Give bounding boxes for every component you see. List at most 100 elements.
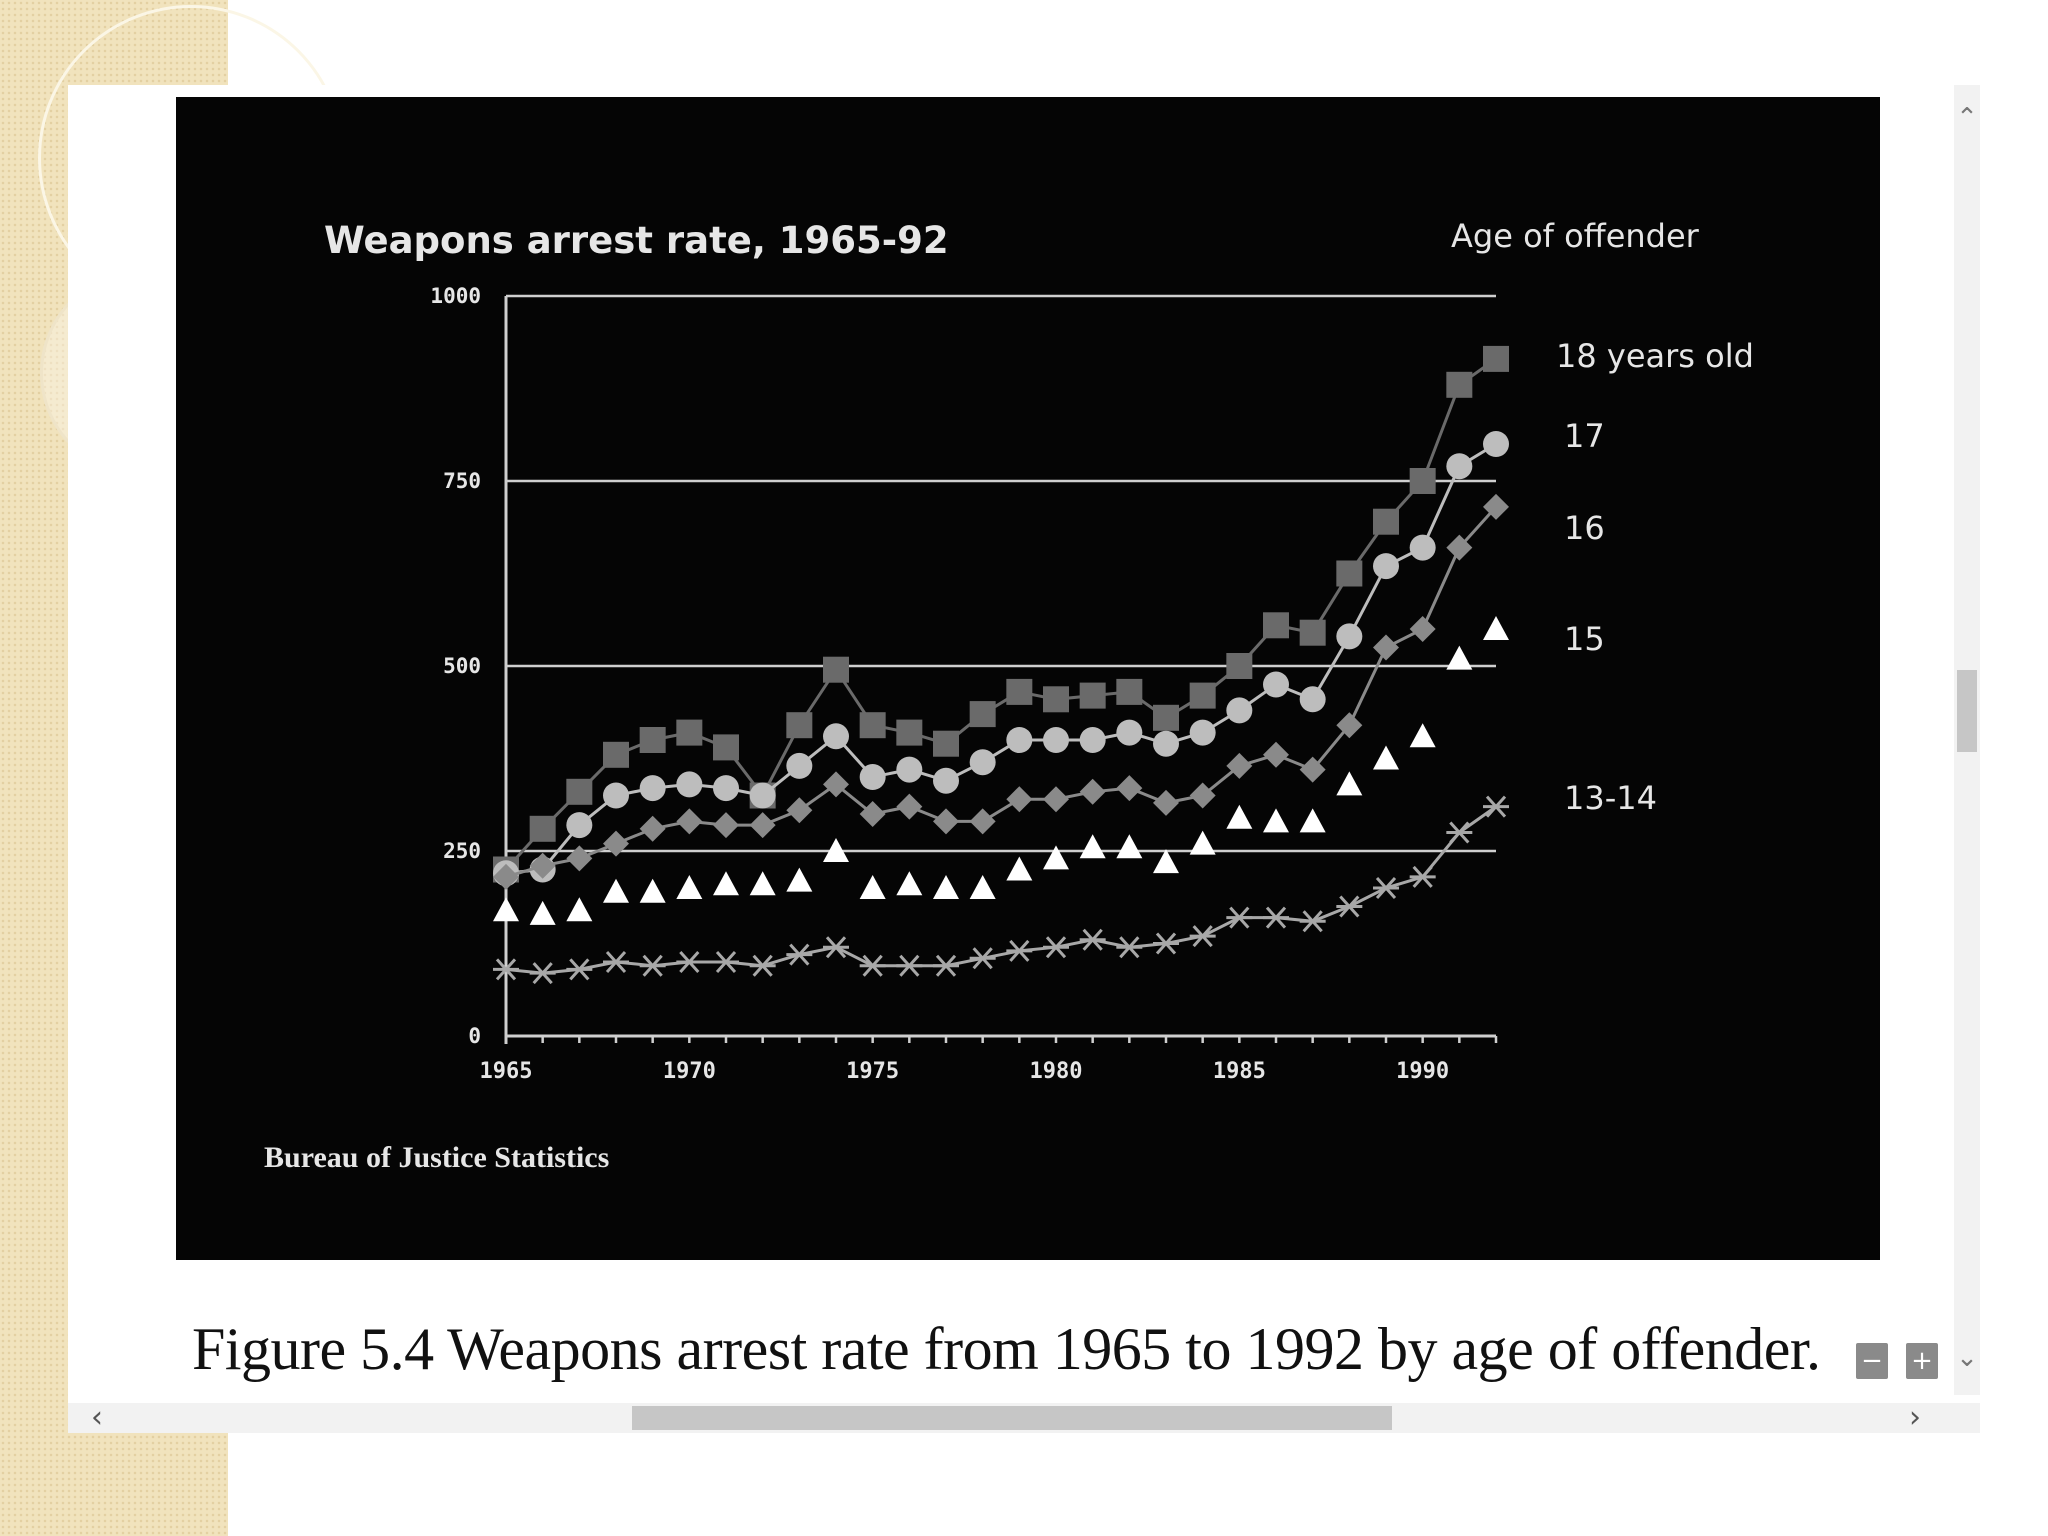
data-point [529, 815, 556, 842]
data-point [1079, 727, 1106, 753]
series-line [504, 357, 1497, 871]
data-point [1006, 939, 1033, 962]
legend-label: 17 [1564, 417, 1605, 455]
data-point [859, 875, 886, 899]
data-point [603, 741, 629, 768]
asterisk-stroke [1449, 821, 1470, 844]
chart: Weapons arrest rate, 1965-92 Age of offe… [264, 217, 1754, 1174]
chevron-left-icon[interactable]: ‹ [91, 1400, 103, 1435]
data-point [1043, 845, 1069, 870]
asterisk-stroke [1339, 895, 1360, 918]
data-point [969, 701, 996, 728]
y-tick-label: 0 [468, 1024, 481, 1048]
data-point [639, 775, 666, 802]
data-point [1373, 508, 1399, 535]
data-point [639, 878, 666, 903]
asterisk-stroke [935, 954, 957, 977]
data-point [1226, 752, 1253, 779]
data-point [1299, 619, 1326, 646]
data-point [1483, 431, 1509, 457]
asterisk-stroke [605, 950, 627, 974]
data-point [933, 954, 959, 977]
data-point [1373, 876, 1399, 900]
data-point [749, 871, 776, 896]
data-point [859, 801, 886, 827]
data-point [749, 782, 776, 809]
data-point [1409, 468, 1436, 494]
data-point [529, 852, 556, 879]
data-point [1006, 678, 1033, 705]
horizontal-scrollbar[interactable]: ‹ › [68, 1403, 1980, 1433]
data-point [493, 958, 519, 981]
data-point [676, 808, 703, 835]
zoom-in-button[interactable]: + [1906, 1343, 1938, 1379]
data-point [786, 867, 813, 892]
data-point [969, 875, 996, 899]
chevron-down-icon[interactable]: ⌄ [1956, 1343, 1978, 1373]
vertical-scroll-thumb[interactable] [1957, 670, 1977, 752]
data-point [1409, 723, 1436, 748]
data-point [1116, 936, 1143, 959]
data-point [1116, 678, 1143, 705]
data-point [1116, 834, 1143, 859]
data-point [603, 878, 629, 903]
data-point [639, 954, 666, 977]
data-point [786, 752, 813, 779]
series-group [493, 345, 1509, 985]
data-point [1153, 704, 1179, 731]
data-point [1043, 936, 1069, 959]
y-tick-label: 250 [443, 839, 481, 863]
asterisk-stroke [569, 958, 590, 981]
data-point [1373, 745, 1399, 770]
data-point [1263, 808, 1289, 833]
data-point [859, 954, 886, 977]
data-point [896, 719, 923, 746]
x-tick-label: 1980 [1030, 1059, 1083, 1084]
asterisk-stroke [1485, 795, 1507, 818]
chevron-up-icon[interactable]: ⌃ [1956, 103, 1978, 133]
data-point [676, 950, 703, 974]
asterisk-stroke [899, 954, 920, 977]
data-point [1336, 623, 1363, 650]
data-point [1483, 616, 1509, 640]
asterisk-stroke [1265, 906, 1287, 929]
data-point [566, 778, 593, 805]
data-point [896, 954, 923, 977]
data-point [493, 863, 519, 890]
data-point [713, 871, 739, 896]
horizontal-scroll-thumb[interactable] [632, 1406, 1392, 1430]
vertical-scrollbar[interactable]: ⌃ ⌄ [1954, 85, 1980, 1395]
chart-panel: Weapons arrest rate, 1965-92 Age of offe… [176, 97, 1880, 1260]
data-point [1336, 560, 1363, 587]
asterisk-stroke [1229, 906, 1250, 929]
data-point [713, 812, 739, 839]
data-point [1373, 634, 1399, 661]
data-point [1299, 756, 1326, 783]
data-point [529, 962, 556, 985]
data-point [1153, 849, 1179, 874]
data-point [1189, 682, 1216, 709]
figure-caption: Figure 5.4 Weapons arrest rate from 1965… [192, 1316, 1821, 1382]
data-point [933, 767, 959, 794]
data-point [1079, 682, 1106, 709]
asterisk-stroke [1119, 936, 1140, 959]
data-point [566, 812, 593, 839]
asterisk-stroke [679, 950, 700, 974]
x-tick-label: 1985 [1213, 1059, 1266, 1084]
data-point [1189, 925, 1216, 948]
data-point [859, 712, 886, 739]
data-point [1226, 697, 1253, 724]
data-point [1446, 534, 1473, 561]
zoom-out-button[interactable]: − [1856, 1343, 1888, 1379]
series-16 [493, 493, 1509, 890]
chart-title: Weapons arrest rate, 1965-92 [324, 219, 949, 262]
asterisk-stroke [789, 943, 810, 966]
data-point [1299, 686, 1326, 713]
data-point [713, 734, 739, 761]
asterisk-stroke [752, 954, 773, 977]
data-point [1446, 453, 1473, 480]
chevron-right-icon[interactable]: › [1909, 1400, 1921, 1435]
asterisk-stroke [1412, 865, 1433, 888]
series-15 [493, 616, 1509, 925]
data-point [859, 764, 886, 790]
